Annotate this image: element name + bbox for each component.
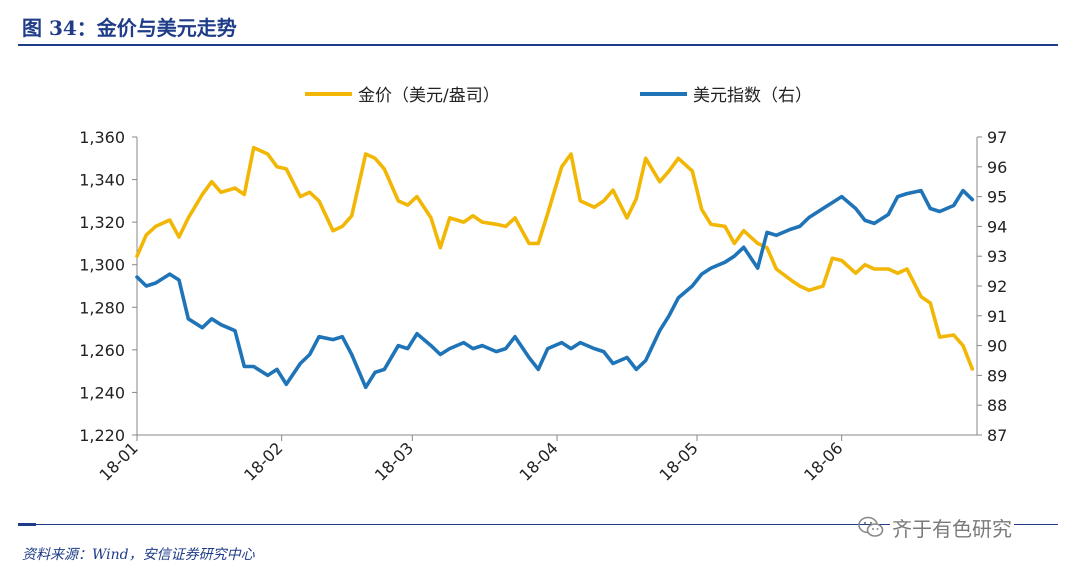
series-line-gold	[135, 145, 975, 371]
y-right-tick-label: 88	[987, 396, 1007, 415]
x-tick-label: 18-04	[516, 438, 562, 484]
y-right-tick-label: 87	[987, 426, 1007, 445]
dual-axis-line-chart: 金价（美元/盎司） 美元指数（右） 1,2201,2401,2601,2801,…	[79, 86, 1007, 485]
x-tick-label: 18-02	[240, 438, 286, 484]
legend-item-gold: 金价（美元/盎司）	[305, 86, 500, 106]
x-tick-label: 18-01	[96, 438, 142, 484]
y-right-tick-label: 91	[987, 307, 1007, 326]
bottom-rule	[18, 524, 1058, 525]
y-left-tick-label: 1,240	[79, 383, 125, 402]
y-left-tick-label: 1,340	[79, 171, 125, 190]
y-left-tick-label: 1,220	[79, 426, 125, 445]
y-left-tick-label: 1,280	[79, 298, 125, 317]
legend: 金价（美元/盎司） 美元指数（右）	[305, 86, 812, 106]
title-rule	[18, 44, 1058, 46]
y-left-tick-label: 1,300	[79, 256, 125, 275]
axes: 1,220 1,240 1,260 1,280 1,300 1,320 1,340 1,360…	[79, 128, 1007, 485]
watermark-text: 齐于有色研究	[890, 512, 1014, 542]
series-layer	[135, 145, 975, 390]
y-right-tick-label: 96	[987, 158, 1007, 177]
y-right-tick-label: 90	[987, 337, 1007, 356]
y-right-tick-label: 92	[987, 277, 1007, 296]
y-right-tick-label: 95	[987, 188, 1007, 207]
y-left-tick-label: 1,360	[79, 128, 125, 147]
watermark: 齐于有色研究	[858, 512, 1014, 542]
x-tick-label: 18-03	[371, 438, 417, 484]
series-line-usd	[135, 188, 975, 390]
bottom-rule-accent	[18, 523, 36, 526]
y-right-tick-label: 97	[987, 128, 1007, 147]
source-note: 资料来源：Wind，安信证券研究中心	[22, 547, 255, 563]
x-tick-label: 18-06	[800, 438, 846, 484]
legend-label-usd: 美元指数（右）	[693, 86, 812, 106]
wechat-icon	[858, 516, 884, 537]
legend-label-gold: 金价（美元/盎司）	[358, 86, 500, 106]
y-left-tick-label: 1,320	[79, 213, 125, 232]
legend-item-usd: 美元指数（右）	[640, 86, 812, 106]
figure-title: 图 34：金价与美元走势	[22, 16, 237, 40]
y-left-tick-label: 1,260	[79, 341, 125, 360]
y-right-tick-label: 94	[987, 217, 1007, 236]
x-tick-label: 18-05	[656, 438, 702, 484]
y-right-tick-label: 93	[987, 247, 1007, 266]
y-right-tick-label: 89	[987, 366, 1007, 385]
